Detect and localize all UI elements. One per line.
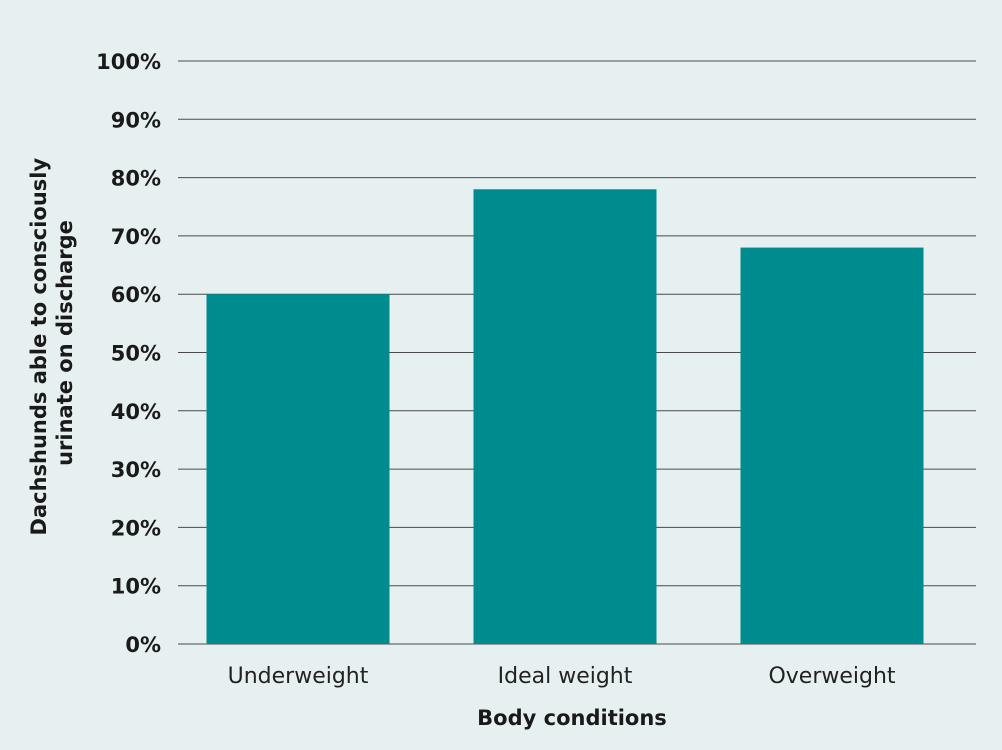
x-tick-label: Underweight	[228, 664, 369, 689]
bar	[473, 189, 657, 644]
y-axis-title: Dachshunds able to consciously urinate o…	[27, 151, 77, 536]
bar	[206, 294, 390, 644]
x-axis-title: Body conditions	[477, 706, 667, 730]
y-tick-label: 0%	[125, 633, 161, 657]
y-tick-label: 100%	[96, 50, 161, 74]
x-tick-label: Ideal weight	[498, 664, 633, 689]
y-tick-label: 90%	[111, 108, 161, 132]
y-tick-label: 20%	[111, 516, 161, 540]
y-axis-title-line-2: urinate on discharge	[53, 220, 77, 466]
y-axis-ticks: 0% 10% 20% 30% 40% 50% 60% 70% 80% 90% 100%	[96, 50, 161, 657]
bars	[206, 189, 924, 644]
y-tick-label: 30%	[111, 458, 161, 482]
y-tick-label: 80%	[111, 167, 161, 191]
x-tick-label: Overweight	[768, 664, 895, 689]
y-tick-label: 60%	[111, 283, 161, 307]
x-axis-labels: Underweight Ideal weight Overweight	[228, 664, 896, 689]
y-axis-title-line-1: Dachshunds able to consciously	[27, 158, 51, 536]
y-tick-label: 40%	[111, 400, 161, 424]
bar	[740, 247, 924, 644]
y-tick-label: 70%	[111, 225, 161, 249]
y-tick-label: 50%	[111, 342, 161, 366]
y-tick-label: 10%	[111, 575, 161, 599]
